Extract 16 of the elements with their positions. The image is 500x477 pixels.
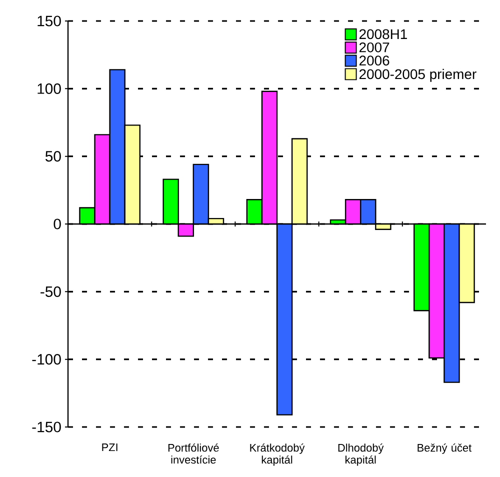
legend-label: 2007 bbox=[359, 42, 390, 52]
x-tick-label: Dlhodobý kapitál bbox=[338, 444, 384, 466]
x-tick-label: Krátkodobý kapitál bbox=[250, 444, 305, 466]
y-tick-label: 0 bbox=[54, 218, 61, 230]
x-tick-label: Portfóliové investície bbox=[168, 444, 219, 464]
legend-label: 2006 bbox=[359, 56, 390, 66]
y-tick-label: -150 bbox=[32, 422, 61, 432]
legend-label: 2008H1 bbox=[359, 29, 407, 40]
y-tick-label: 150 bbox=[38, 16, 61, 26]
y-tick-label: -100 bbox=[32, 354, 61, 365]
x-tick-label: Bežný účet bbox=[418, 444, 472, 454]
y-tick-label: 100 bbox=[38, 83, 61, 94]
y-tick-label: 50 bbox=[45, 151, 61, 162]
x-tick-label: PZI bbox=[102, 444, 118, 452]
legend-label: 2000-2005 priemer bbox=[359, 68, 476, 82]
y-tick-label: -50 bbox=[40, 286, 61, 297]
